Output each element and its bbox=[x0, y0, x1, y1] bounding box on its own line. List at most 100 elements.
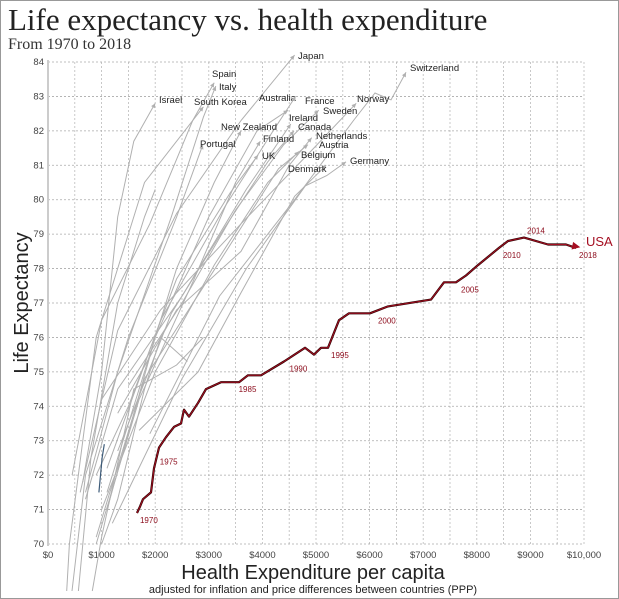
x-tick-label: $5000 bbox=[303, 550, 329, 561]
year-label: 1970 bbox=[140, 516, 158, 525]
usa-label: USA bbox=[586, 234, 613, 249]
arrow-head-icon bbox=[289, 130, 295, 136]
country-line bbox=[91, 337, 204, 592]
arrow-head-icon bbox=[151, 103, 156, 109]
arrow-head-icon bbox=[341, 161, 347, 167]
country-label: New Zealand bbox=[221, 122, 277, 133]
x-tick-label: $7000 bbox=[410, 550, 436, 561]
arrow-head-icon bbox=[303, 144, 308, 150]
country-label: Germany bbox=[350, 156, 389, 167]
country-label: Canada bbox=[298, 122, 332, 133]
country-label: Belgium bbox=[301, 150, 335, 161]
usa-line bbox=[136, 237, 577, 514]
country-line-canada bbox=[117, 130, 295, 452]
chart-subtitle: From 1970 to 2018 bbox=[8, 36, 132, 53]
country-label: Sweden bbox=[323, 106, 357, 117]
y-tick-label: 80 bbox=[33, 195, 44, 206]
usa-arrow-head-icon bbox=[571, 241, 581, 250]
country-label: Switzerland bbox=[410, 63, 459, 74]
y-tick-label: 72 bbox=[33, 470, 44, 481]
y-tick-label: 75 bbox=[33, 367, 44, 378]
country-line-switzerland bbox=[149, 72, 407, 435]
x-tick-label: $2000 bbox=[142, 550, 168, 561]
arrow-head-icon bbox=[313, 110, 319, 115]
country-line-finland bbox=[95, 140, 261, 545]
country-line-south-korea bbox=[66, 106, 204, 592]
arrow-head-icon bbox=[286, 123, 291, 129]
y-tick-label: 73 bbox=[33, 436, 44, 447]
country-line-italy bbox=[85, 85, 217, 493]
x-axis-label: Health Expenditure per capita bbox=[181, 562, 445, 584]
y-tick-label: 76 bbox=[33, 332, 44, 343]
x-tick-label: $1000 bbox=[88, 550, 114, 561]
x-tick-label: $9000 bbox=[517, 550, 543, 561]
y-tick-label: 71 bbox=[33, 505, 44, 516]
country-label: Ireland bbox=[289, 113, 318, 124]
gridlines bbox=[47, 60, 585, 546]
x-tick-label: $8000 bbox=[464, 550, 490, 561]
country-label: Netherlands bbox=[316, 131, 367, 142]
arrow-head-icon bbox=[291, 96, 296, 102]
y-tick-label: 82 bbox=[33, 126, 44, 137]
axis-ticks: 70 71 72 73 74 75 76 77 78 79 80 81 82 83 84 $0 $1000 $20… bbox=[33, 57, 601, 561]
country-label: Austria bbox=[319, 140, 349, 151]
usa-line-shadow bbox=[136, 236, 577, 514]
x-tick-label: $6000 bbox=[356, 550, 382, 561]
year-label: 1975 bbox=[160, 457, 178, 466]
arrow-head-icon bbox=[294, 151, 299, 157]
arrow-head-icon bbox=[236, 130, 241, 136]
x-tick-label: $0 bbox=[43, 550, 54, 561]
arrow-head-icon bbox=[256, 141, 261, 147]
country-line-israel bbox=[82, 103, 156, 483]
country-label: Spain bbox=[212, 69, 236, 80]
y-axis-label: Life Expectancy bbox=[11, 232, 33, 373]
arrow-head-icon bbox=[351, 103, 357, 109]
country-label: Norway bbox=[357, 94, 389, 105]
y-tick-label: 74 bbox=[33, 401, 44, 412]
country-label: France bbox=[305, 96, 335, 107]
country-label: Finland bbox=[263, 134, 294, 145]
country-label: Japan bbox=[298, 51, 324, 62]
country-line-portugal bbox=[71, 144, 204, 592]
country-label: UK bbox=[262, 151, 276, 162]
country-line-new-zealand bbox=[106, 130, 242, 493]
year-label: 1995 bbox=[331, 351, 349, 360]
arrow-head-icon bbox=[253, 154, 259, 160]
y-tick-label: 83 bbox=[33, 91, 44, 102]
y-tick-label: 78 bbox=[33, 264, 44, 275]
arrow-head-icon bbox=[401, 72, 407, 78]
country-line-germany bbox=[111, 161, 347, 524]
country-line-japan bbox=[79, 54, 295, 493]
arrow-head-icon bbox=[199, 144, 204, 150]
country-line bbox=[101, 336, 188, 545]
year-label: 2018 bbox=[579, 251, 597, 260]
x-tick-label: $10,000 bbox=[567, 550, 601, 561]
year-label: 2000 bbox=[378, 316, 396, 325]
country-label: Israel bbox=[159, 95, 182, 106]
year-label: 1990 bbox=[290, 365, 308, 374]
country-line bbox=[77, 189, 156, 592]
country-label: Denmark bbox=[288, 164, 327, 175]
country-label: Australia bbox=[259, 93, 297, 104]
country-label: Italy bbox=[219, 82, 237, 93]
y-tick-label: 70 bbox=[33, 539, 44, 550]
country-line-blue bbox=[98, 444, 105, 493]
country-line-uk bbox=[95, 154, 259, 476]
arrow-head-icon bbox=[290, 55, 295, 60]
country-line-australia bbox=[106, 109, 289, 510]
arrow-head-icon bbox=[210, 82, 215, 88]
country-line-netherlands bbox=[117, 137, 313, 414]
arrow-head-icon bbox=[198, 106, 204, 112]
year-label: 2010 bbox=[503, 251, 521, 260]
country-lines: Japan Switzerland Spain Italy Israel South Ko… bbox=[66, 51, 459, 592]
arrow-head-icon bbox=[307, 137, 312, 143]
year-label: 2014 bbox=[527, 227, 545, 236]
arrow-head-icon bbox=[212, 86, 217, 92]
year-label: 2005 bbox=[461, 285, 479, 294]
x-axis-sublabel: adjusted for inflation and price differe… bbox=[149, 584, 477, 596]
usa-line-group: USA 1970 1975 1985 1990 1995 2000 2005 2010 2014 2… bbox=[136, 227, 613, 525]
y-tick-label: 84 bbox=[33, 57, 44, 68]
y-tick-label: 79 bbox=[33, 229, 44, 240]
